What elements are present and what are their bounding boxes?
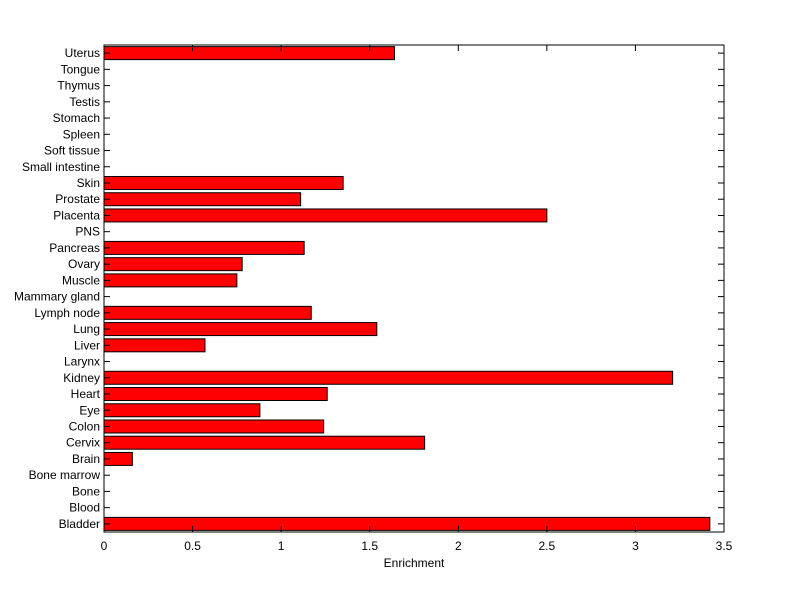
- category-labels-group: Bladder Blood Bone Bone marrow Brain Cervix Co…: [14, 46, 101, 531]
- x-tick-label-0: 0: [101, 539, 108, 553]
- category-label-uterus: Uterus: [65, 46, 100, 60]
- bar-muscle: [103, 273, 238, 288]
- bar-kidney: [103, 370, 674, 385]
- x-tick-labels-group: 0 0.5 1 1.5 2 2.5 3 3.5: [101, 539, 733, 553]
- x-tick-label-6: 3: [632, 539, 639, 553]
- category-label-mammary-gland: Mammary gland: [14, 290, 100, 304]
- category-label-small-intestine: Small intestine: [22, 160, 100, 174]
- bar-uterus: [103, 46, 396, 61]
- category-label-liver: Liver: [74, 338, 100, 352]
- category-label-skin: Skin: [77, 176, 100, 190]
- category-label-tongue: Tongue: [61, 62, 101, 76]
- category-label-bone: Bone: [72, 484, 100, 498]
- ticks-group: [103, 45, 725, 532]
- bar-colon: [103, 419, 325, 434]
- category-label-muscle: Muscle: [62, 273, 100, 287]
- bar-cervix: [103, 435, 426, 450]
- bar-bladder: [103, 516, 711, 531]
- x-tick-label-1: 0.5: [184, 539, 201, 553]
- category-label-brain: Brain: [72, 452, 100, 466]
- bar-lymph-node: [103, 305, 312, 320]
- category-label-placenta: Placenta: [53, 208, 100, 222]
- category-label-spleen: Spleen: [63, 127, 100, 141]
- x-tick-label-4: 2: [455, 539, 462, 553]
- category-label-kidney: Kidney: [63, 371, 100, 385]
- bar-heart: [103, 387, 328, 402]
- category-label-bladder: Bladder: [59, 517, 100, 531]
- category-label-larynx: Larynx: [64, 355, 100, 369]
- category-label-stomach: Stomach: [53, 111, 100, 125]
- x-tick-label-2: 1: [278, 539, 285, 553]
- category-label-eye: Eye: [79, 403, 100, 417]
- category-label-cervix: Cervix: [66, 436, 100, 450]
- category-label-testis: Testis: [69, 95, 100, 109]
- category-label-prostate: Prostate: [55, 192, 100, 206]
- bar-lung: [103, 322, 378, 337]
- category-label-ovary: Ovary: [68, 257, 100, 271]
- x-tick-label-5: 2.5: [539, 539, 556, 553]
- category-label-lymph-node: Lymph node: [34, 306, 100, 320]
- bar-liver: [103, 338, 206, 353]
- category-label-bone-marrow: Bone marrow: [29, 468, 101, 482]
- category-label-pns: PNS: [75, 225, 100, 239]
- category-label-blood: Blood: [69, 501, 100, 515]
- x-tick-label-7: 3.5: [716, 539, 733, 553]
- bar-skin: [103, 175, 344, 190]
- x-tick-label-3: 1.5: [361, 539, 378, 553]
- category-label-heart: Heart: [71, 387, 101, 401]
- bar-ovary: [103, 257, 243, 272]
- category-label-soft-tissue: Soft tissue: [44, 144, 100, 158]
- category-label-thymus: Thymus: [57, 79, 100, 93]
- bar-placenta: [103, 208, 548, 223]
- bar-prostate: [103, 192, 302, 207]
- bar-pancreas: [103, 240, 305, 255]
- category-label-pancreas: Pancreas: [49, 241, 100, 255]
- category-label-lung: Lung: [73, 322, 100, 336]
- bar-eye: [103, 403, 261, 418]
- category-label-colon: Colon: [69, 419, 100, 433]
- x-axis-label: Enrichment: [384, 556, 445, 570]
- plot-frame: [103, 44, 725, 533]
